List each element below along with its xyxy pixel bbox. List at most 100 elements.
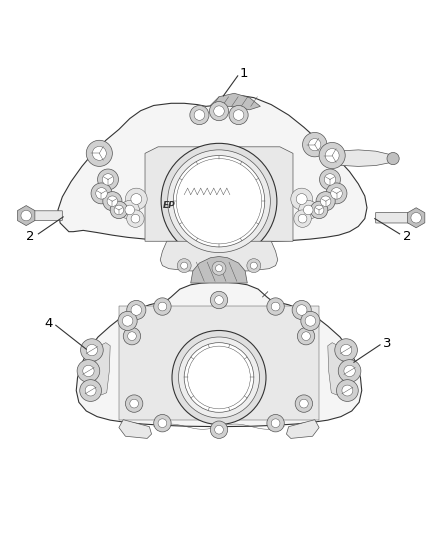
Circle shape bbox=[127, 301, 146, 320]
Polygon shape bbox=[18, 206, 35, 225]
Circle shape bbox=[296, 193, 307, 205]
Circle shape bbox=[86, 344, 98, 356]
Circle shape bbox=[81, 339, 103, 361]
Circle shape bbox=[173, 156, 265, 247]
Circle shape bbox=[324, 174, 336, 185]
Circle shape bbox=[125, 188, 147, 210]
Circle shape bbox=[229, 106, 248, 125]
Circle shape bbox=[301, 311, 320, 330]
Circle shape bbox=[96, 188, 107, 199]
Circle shape bbox=[271, 302, 280, 311]
Text: 2: 2 bbox=[403, 230, 411, 244]
Circle shape bbox=[212, 261, 226, 275]
Circle shape bbox=[21, 211, 32, 221]
Circle shape bbox=[309, 139, 321, 151]
Circle shape bbox=[320, 169, 340, 190]
Circle shape bbox=[168, 150, 270, 253]
Polygon shape bbox=[336, 150, 393, 166]
Text: 1: 1 bbox=[240, 67, 248, 80]
Circle shape bbox=[271, 419, 280, 427]
Polygon shape bbox=[29, 211, 62, 220]
Circle shape bbox=[158, 419, 167, 427]
Circle shape bbox=[172, 330, 266, 424]
Polygon shape bbox=[191, 256, 247, 283]
Circle shape bbox=[131, 193, 142, 205]
Circle shape bbox=[80, 379, 102, 401]
Polygon shape bbox=[58, 96, 367, 243]
Circle shape bbox=[336, 379, 358, 401]
Polygon shape bbox=[76, 282, 362, 426]
Circle shape bbox=[314, 205, 324, 215]
Polygon shape bbox=[407, 208, 425, 228]
Circle shape bbox=[251, 262, 257, 269]
Circle shape bbox=[179, 337, 259, 418]
Circle shape bbox=[344, 365, 355, 377]
Circle shape bbox=[125, 395, 143, 413]
Circle shape bbox=[319, 142, 345, 168]
Circle shape bbox=[326, 183, 347, 204]
Circle shape bbox=[91, 183, 112, 204]
Circle shape bbox=[210, 421, 228, 439]
Circle shape bbox=[86, 140, 113, 166]
Circle shape bbox=[85, 385, 96, 396]
Circle shape bbox=[267, 415, 284, 432]
Circle shape bbox=[304, 205, 313, 215]
Circle shape bbox=[131, 214, 140, 223]
Circle shape bbox=[184, 343, 254, 413]
Circle shape bbox=[311, 201, 328, 219]
Circle shape bbox=[292, 301, 311, 320]
Polygon shape bbox=[286, 419, 319, 439]
Circle shape bbox=[131, 305, 141, 316]
Circle shape bbox=[215, 296, 223, 304]
Circle shape bbox=[120, 200, 139, 220]
Circle shape bbox=[331, 188, 342, 199]
Circle shape bbox=[298, 214, 307, 223]
Text: 2: 2 bbox=[25, 230, 34, 244]
Circle shape bbox=[297, 305, 307, 316]
Circle shape bbox=[320, 196, 331, 206]
Circle shape bbox=[300, 399, 308, 408]
Circle shape bbox=[387, 152, 399, 165]
Circle shape bbox=[338, 360, 361, 382]
Polygon shape bbox=[119, 305, 319, 419]
Circle shape bbox=[215, 265, 223, 272]
Circle shape bbox=[325, 149, 339, 163]
Circle shape bbox=[303, 133, 327, 157]
Circle shape bbox=[77, 360, 100, 382]
Circle shape bbox=[102, 174, 114, 185]
Circle shape bbox=[118, 311, 137, 330]
Circle shape bbox=[291, 188, 313, 210]
Circle shape bbox=[98, 169, 118, 190]
Circle shape bbox=[305, 316, 316, 326]
Text: EP: EP bbox=[162, 201, 175, 210]
Circle shape bbox=[154, 415, 171, 432]
Circle shape bbox=[247, 259, 261, 272]
Polygon shape bbox=[376, 213, 414, 223]
Polygon shape bbox=[210, 93, 260, 110]
Circle shape bbox=[215, 425, 223, 434]
Circle shape bbox=[411, 213, 421, 223]
Circle shape bbox=[194, 110, 205, 120]
Text: 4: 4 bbox=[44, 318, 53, 330]
Circle shape bbox=[154, 298, 171, 315]
Circle shape bbox=[130, 399, 138, 408]
Polygon shape bbox=[328, 343, 343, 395]
Circle shape bbox=[92, 147, 106, 160]
Polygon shape bbox=[119, 419, 152, 439]
Circle shape bbox=[342, 385, 353, 396]
Polygon shape bbox=[95, 343, 110, 395]
Circle shape bbox=[158, 302, 167, 311]
Circle shape bbox=[177, 259, 191, 272]
Circle shape bbox=[125, 205, 134, 215]
Circle shape bbox=[233, 110, 244, 120]
Circle shape bbox=[83, 365, 94, 377]
Polygon shape bbox=[160, 241, 278, 272]
Circle shape bbox=[110, 201, 127, 219]
Circle shape bbox=[295, 395, 313, 413]
Circle shape bbox=[181, 262, 187, 269]
Circle shape bbox=[103, 192, 122, 211]
Circle shape bbox=[297, 327, 315, 345]
Circle shape bbox=[114, 205, 124, 215]
Circle shape bbox=[299, 200, 318, 220]
Circle shape bbox=[127, 332, 136, 341]
